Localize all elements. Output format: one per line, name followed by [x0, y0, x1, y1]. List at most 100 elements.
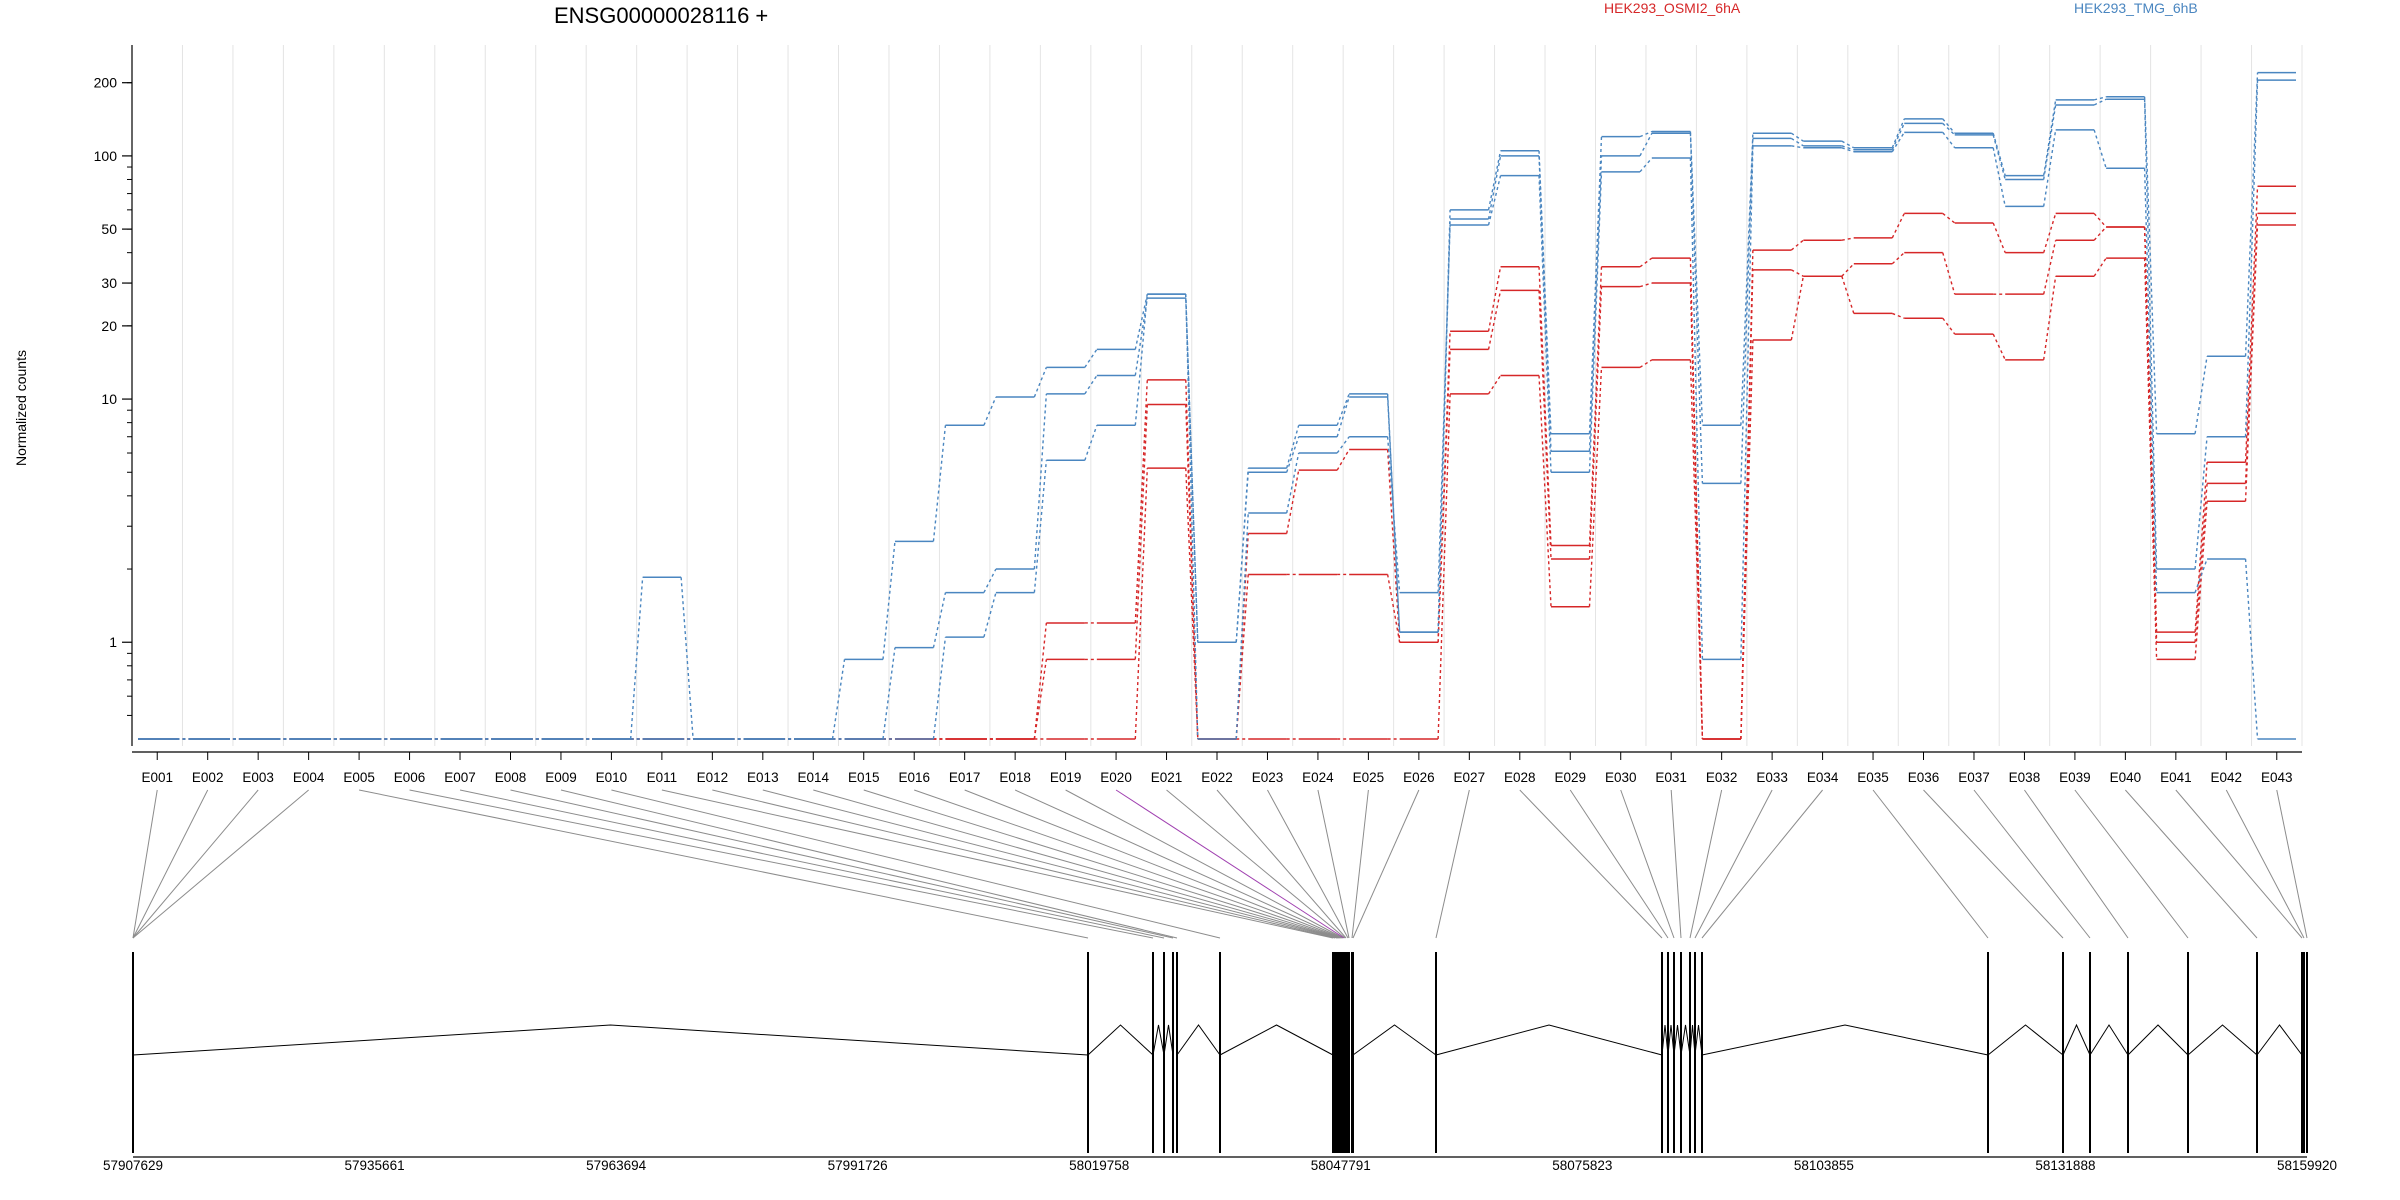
data-connector [1033, 659, 1048, 740]
data-connector [1942, 252, 1956, 295]
exon-connector [1872, 789, 1989, 939]
exon-connector [132, 789, 158, 939]
exon-connector [1519, 789, 1663, 939]
data-connector [1891, 252, 1905, 265]
exon-label: E017 [949, 770, 981, 785]
y-tick-label: 30 [101, 275, 117, 291]
data-connector [1538, 290, 1552, 560]
exon-label: E007 [444, 770, 476, 785]
exon-label: E042 [2211, 770, 2243, 785]
intron-line [2256, 1024, 2303, 1056]
data-connector [1740, 339, 1754, 740]
data-connector [1841, 237, 1854, 241]
intron-line [1701, 1024, 1989, 1056]
series-4 [138, 71, 2296, 740]
data-connector [1185, 404, 1199, 740]
data-connector [1386, 436, 1401, 593]
data-connector [2042, 276, 2057, 360]
data-connector [2194, 356, 2208, 434]
data-connector [1689, 133, 1704, 484]
data-connector [1336, 449, 1350, 471]
data-connector [2194, 462, 2208, 633]
chart-title: ENSG00000028116 + [554, 3, 768, 28]
intron-line [1689, 1024, 1696, 1056]
exon-connector [661, 789, 1334, 939]
data-connector [1487, 155, 1502, 220]
data-connector [1538, 155, 1552, 452]
exon-label: E014 [798, 770, 830, 785]
data-connector [2244, 558, 2259, 740]
exon-connector [712, 789, 1336, 939]
data-connector [2093, 98, 2107, 106]
exon-connector [1973, 789, 2091, 939]
intron-line [132, 1024, 1089, 1056]
data-connector [932, 425, 947, 542]
intron-line [1219, 1024, 1334, 1056]
exon-connector [1620, 789, 1675, 939]
data-connector [1134, 404, 1149, 660]
data-connector [1033, 393, 1048, 570]
coord-tick-label: 58131888 [2035, 1158, 2095, 1173]
data-connector [1538, 175, 1552, 473]
exon-connector [1923, 789, 2064, 939]
coord-tick-label: 58047791 [1311, 1158, 1371, 1173]
data-connector [882, 541, 896, 660]
data-connector [1487, 175, 1502, 226]
exon-label: E015 [848, 770, 880, 785]
exon-label: E039 [2059, 770, 2091, 785]
data-connector [1033, 367, 1048, 398]
coord-tick-label: 57963694 [586, 1158, 647, 1173]
data-connector [1891, 213, 1905, 239]
exon-label: E020 [1100, 770, 1132, 785]
exon-connector [2074, 789, 2189, 939]
data-connector [1134, 298, 1148, 376]
exon-connector [964, 789, 1342, 939]
coord-tick-label: 57907629 [103, 1158, 163, 1173]
exon-connector [459, 789, 1165, 939]
data-connector [1791, 145, 1804, 149]
exon-connector [1267, 789, 1349, 939]
exon-connector [1014, 789, 1343, 939]
intron-line [2089, 1024, 2129, 1056]
data-connector [1689, 283, 1704, 740]
exon-label: E023 [1252, 770, 1284, 785]
exon-label: E025 [1353, 770, 1385, 785]
data-connector [1639, 130, 1653, 138]
data-connector [2244, 186, 2259, 463]
exon-label: E021 [1151, 770, 1183, 785]
exon-connector [813, 789, 1339, 939]
exon-label: E018 [999, 770, 1031, 785]
series-6 [138, 129, 2296, 740]
data-connector [1487, 266, 1502, 332]
data-connector [1588, 171, 1603, 473]
exon-label: E029 [1554, 770, 1586, 785]
legend-series-2: HEK293_TMG_6hB [2074, 0, 2198, 16]
intron-line [1667, 1024, 1675, 1056]
intron-line [1680, 1024, 1691, 1056]
exon-label: E043 [2261, 770, 2293, 785]
exon-connector [510, 789, 1174, 939]
data-connector [1841, 147, 1855, 153]
exon-connector [611, 789, 1221, 939]
data-connector [983, 592, 997, 638]
exon-label: E016 [898, 770, 930, 785]
exon-label: E026 [1403, 770, 1435, 785]
intron-line [1694, 1024, 1703, 1056]
exon-connector [1694, 789, 1773, 939]
data-connector [1588, 266, 1603, 546]
series-5 [138, 79, 2296, 740]
intron-line [1987, 1024, 2064, 1056]
exon-connector [358, 789, 1089, 939]
data-connector [1588, 136, 1603, 434]
exon-label: E040 [2110, 770, 2142, 785]
data-connector [1992, 134, 2006, 180]
data-connector [1235, 472, 1249, 643]
data-connector [1639, 257, 1653, 268]
data-connector [2093, 257, 2107, 277]
data-connector [1841, 276, 1855, 314]
data-connector [1992, 333, 2006, 361]
exon-label: E028 [1504, 770, 1536, 785]
exon-label: E030 [1605, 770, 1637, 785]
exon-label: E037 [1958, 770, 1990, 785]
exon-connector [1351, 789, 1369, 939]
